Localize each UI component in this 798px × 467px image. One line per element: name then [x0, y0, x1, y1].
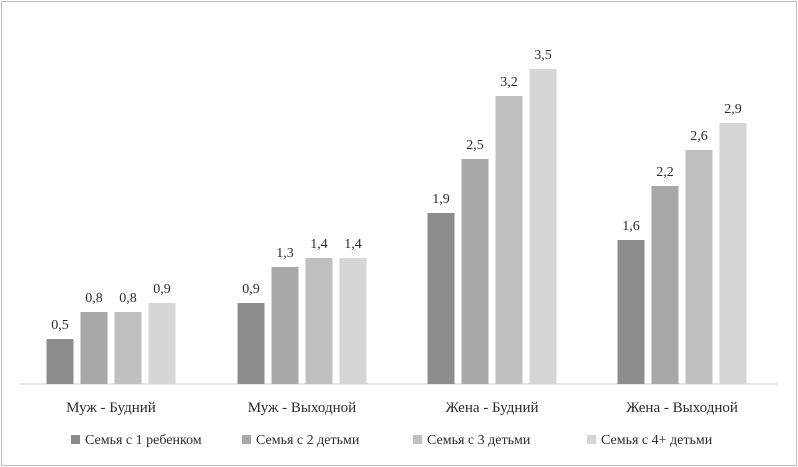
data-label: 3,5: [534, 48, 552, 63]
x-tick-label: Муж - Будний: [66, 400, 156, 416]
bar-series-4-cat-1: [148, 303, 176, 384]
data-label: 1,4: [344, 237, 362, 252]
legend-label: Семья с 4+ детьми: [601, 433, 713, 448]
data-label: 0,8: [85, 291, 103, 306]
data-label: 2,9: [724, 102, 742, 117]
legend-swatch: [587, 435, 596, 444]
bar-series-3-cat-1: [114, 312, 142, 384]
data-labels-layer: 0,5 0,8 0,8 0,9 0,9 1,3 1,4 1,4 1,9 2,5 3,2 3,5 1,6 2…: [51, 48, 742, 333]
bar-series-2-cat-1: [80, 312, 108, 384]
data-label: 1,3: [276, 246, 294, 261]
bars-layer: [46, 69, 747, 384]
bar-series-1-cat-4: [617, 240, 645, 384]
legend-swatch: [413, 435, 422, 444]
x-tick-label: Муж - Выходной: [248, 400, 356, 416]
bar-series-1-cat-3: [427, 213, 455, 384]
x-tick-label: Жена - Выходной: [626, 400, 738, 416]
bar-series-3-cat-2: [305, 258, 333, 384]
bar-series-2-cat-3: [461, 159, 489, 384]
legend: Семья с 1 ребенком Семья с 2 детьми Семья …: [71, 433, 713, 448]
bar-series-1-cat-2: [237, 303, 265, 384]
legend-swatch: [71, 435, 80, 444]
data-label: 1,4: [310, 237, 328, 252]
bar-series-1-cat-1: [46, 339, 74, 384]
data-label: 2,5: [466, 138, 484, 153]
data-label: 0,8: [119, 291, 137, 306]
data-label: 1,6: [622, 219, 640, 234]
data-label: 0,9: [153, 282, 171, 297]
bar-series-4-cat-2: [339, 258, 367, 384]
data-label: 3,2: [500, 75, 518, 90]
data-label: 1,9: [432, 192, 450, 207]
bar-series-3-cat-4: [685, 150, 713, 384]
x-tick-label: Жена - Будний: [445, 400, 538, 416]
legend-swatch: [242, 435, 251, 444]
legend-label: Семья с 1 ребенком: [85, 433, 202, 448]
legend-label: Семья с 3 детьми: [427, 433, 531, 448]
data-label: 0,9: [242, 282, 260, 297]
bar-series-2-cat-2: [271, 267, 299, 384]
legend-label: Семья с 2 детьми: [256, 433, 360, 448]
bar-series-2-cat-4: [651, 186, 679, 384]
data-label: 2,2: [656, 165, 674, 180]
x-tick-labels-layer: Муж - Будний Муж - Выходной Жена - Будний Ж…: [66, 400, 738, 416]
bar-series-4-cat-4: [719, 123, 747, 384]
bar-series-3-cat-3: [495, 96, 523, 384]
data-label: 2,6: [690, 129, 708, 144]
data-label: 0,5: [51, 318, 69, 333]
bar-series-4-cat-3: [529, 69, 557, 384]
